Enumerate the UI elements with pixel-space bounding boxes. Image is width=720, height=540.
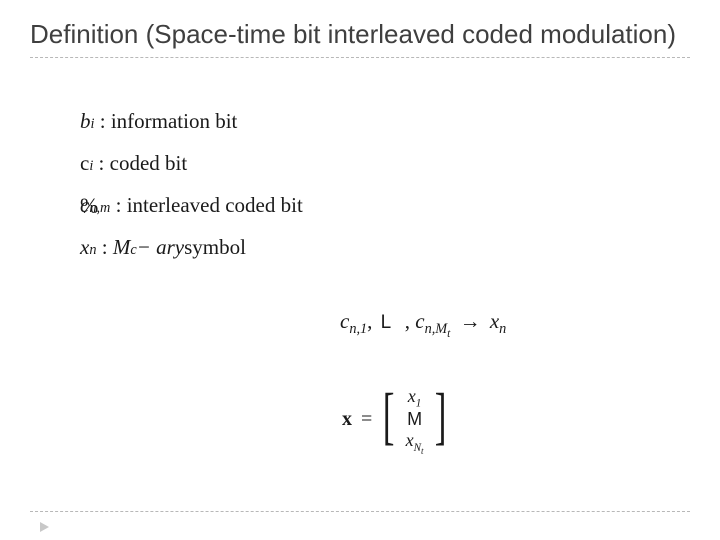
symbol-text: symbol xyxy=(184,226,246,268)
colon: : xyxy=(96,226,112,268)
slide: Definition (Space-time bit interleaved c… xyxy=(0,0,720,540)
symbol-c: c xyxy=(415,309,424,333)
vector-column: x1 M xNt xyxy=(400,384,430,456)
symbol-c: c xyxy=(80,142,89,184)
def-row-coded-bit: ci : coded bit xyxy=(80,142,303,184)
def-row-info-bit: bi : information bit xyxy=(80,100,303,142)
symbol-c: c xyxy=(340,309,349,333)
content-area: bi : information bit ci : coded bit c % … xyxy=(30,64,690,494)
mapping-expression: cn,1, L , cn,Mt → xn xyxy=(340,309,506,340)
symbol-x: x xyxy=(80,226,89,268)
comma: , xyxy=(400,309,411,333)
symbol-b: b xyxy=(80,100,91,142)
bracket-matrix: [ x1 M xNt ] xyxy=(378,384,451,456)
vec-entry-bot: xNt xyxy=(406,430,424,456)
subscript-c: c xyxy=(130,236,136,265)
footer-divider xyxy=(30,511,690,512)
def-row-interleaved-bit: c % n,m : interleaved coded bit xyxy=(80,184,303,226)
def-row-symbol: xn : Mc − ary symbol xyxy=(80,226,303,268)
subscript-nm: n,m xyxy=(89,194,110,223)
symbol-c-tilde: c % xyxy=(80,184,89,226)
page-title: Definition (Space-time bit interleaved c… xyxy=(30,18,690,51)
vec-entry-mid: M xyxy=(407,409,422,430)
title-block: Definition (Space-time bit interleaved c… xyxy=(30,18,690,58)
symbol-x: x xyxy=(490,309,499,333)
equals: = xyxy=(361,408,372,430)
bullet-icon xyxy=(40,522,49,532)
vector-expression: x = [ x1 M xNt ] xyxy=(342,384,451,456)
symbol-M: M xyxy=(113,226,131,268)
colon: : xyxy=(93,142,109,184)
subscript-i: i xyxy=(89,152,93,181)
definitions-list: bi : information bit ci : coded bit c % … xyxy=(80,100,303,268)
def-text: information bit xyxy=(111,100,238,142)
subscript-i: i xyxy=(91,110,95,139)
ellipsis-L: L xyxy=(381,312,392,334)
title-divider xyxy=(30,57,690,58)
subscript-n: n xyxy=(89,236,96,265)
vec-entry-top: x1 xyxy=(408,386,422,410)
comma: , xyxy=(367,309,372,333)
subscript: n xyxy=(499,321,506,337)
left-bracket-icon: [ xyxy=(383,384,395,456)
ary-text: − ary xyxy=(137,226,184,268)
right-bracket-icon: ] xyxy=(434,384,446,456)
colon: : xyxy=(94,100,110,142)
symbol-x-bold: x xyxy=(342,408,352,430)
colon: : xyxy=(110,184,126,226)
def-text: interleaved coded bit xyxy=(127,184,303,226)
subscript: n,1 xyxy=(349,321,367,337)
def-text: coded bit xyxy=(110,142,188,184)
vector-lhs: x = xyxy=(342,408,372,431)
subscript: n,Mt xyxy=(425,321,451,337)
arrow-icon: → xyxy=(460,309,481,334)
